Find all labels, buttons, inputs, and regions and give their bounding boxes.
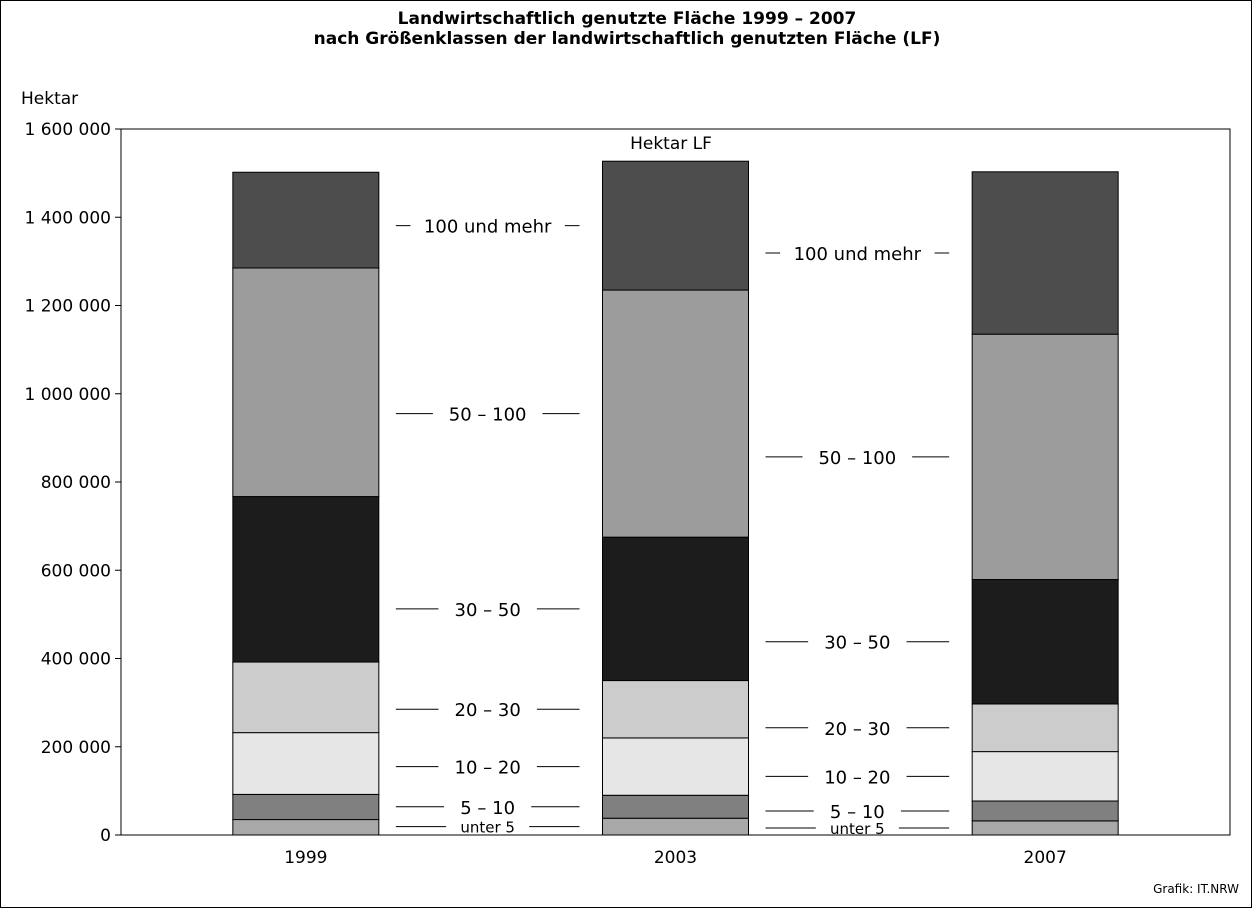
x-tick-label: 1999 (284, 848, 327, 868)
y-tick-label: 1 000 000 (24, 385, 111, 405)
series-label: 10 – 20 (455, 758, 521, 779)
bar-segment (232, 793, 380, 821)
series-label: 100 und mehr (424, 217, 552, 238)
y-tick-label: 600 000 (41, 561, 111, 581)
bar-segment (232, 819, 380, 836)
bar-segment (232, 732, 380, 795)
series-label: 30 – 50 (824, 633, 890, 654)
plot-area: 0 200 000 400 000 600 000 800 000 1 000 000 1 … (24, 120, 1231, 868)
series-label: 5 – 10 (460, 798, 515, 819)
series-label: 5 – 10 (830, 802, 885, 823)
bar-segment (602, 817, 749, 836)
bar-segment (232, 661, 380, 734)
y-tick-label: 1 200 000 (24, 297, 111, 317)
y-tick-label: 1 400 000 (24, 208, 111, 228)
bar-segment (971, 171, 1119, 335)
bar-segment (971, 703, 1119, 753)
bar-segment (971, 800, 1119, 822)
series-label: unter 5 (830, 820, 885, 838)
bar-segment (232, 171, 380, 269)
y-tick-label: 200 000 (41, 738, 111, 758)
chart-title: Landwirtschaftlich genutzte Fläche 1999 … (398, 9, 857, 29)
y-tick-label: 800 000 (41, 473, 111, 493)
series-label: 20 – 30 (455, 700, 521, 721)
bar-segment (602, 737, 749, 796)
series-label: 30 – 50 (455, 600, 521, 621)
bar-segment (971, 333, 1119, 581)
series-label: 50 – 100 (818, 448, 896, 469)
bar-segment (971, 820, 1119, 836)
series-label: 10 – 20 (824, 767, 890, 788)
chart-subtitle: nach Größenklassen der landwirtschaftlic… (314, 29, 941, 49)
bar-segment (232, 267, 380, 498)
bar-segment (602, 289, 749, 538)
series-label: 100 und mehr (794, 244, 922, 265)
series-label: unter 5 (460, 819, 515, 837)
bar-segment (602, 536, 749, 682)
series-label: 50 – 100 (449, 405, 527, 426)
bar-segment (232, 496, 380, 663)
y-axis-label: Hektar (21, 89, 78, 109)
credit-label: Grafik: IT.NRW (1153, 882, 1239, 896)
y-tick-label: 400 000 (41, 650, 111, 670)
bar-segment (971, 579, 1119, 705)
bar-segment (971, 751, 1119, 802)
y-tick-label: 0 (100, 826, 111, 846)
center-label: Hektar LF (630, 134, 712, 154)
bar-segment (602, 794, 749, 819)
x-tick-label: 2007 (1024, 848, 1067, 868)
x-tick-label: 2003 (654, 848, 697, 868)
y-tick-label: 1 600 000 (24, 120, 111, 140)
series-label: 20 – 30 (824, 719, 890, 740)
bar-segment (602, 160, 749, 291)
bar-segment (602, 680, 749, 739)
